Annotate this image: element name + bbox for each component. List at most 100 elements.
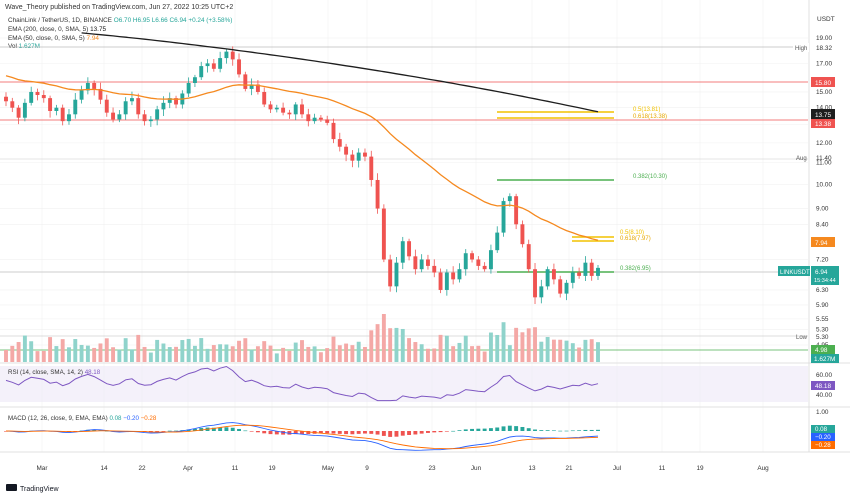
candle-body [92, 83, 97, 89]
volume-bar [444, 335, 449, 362]
candle-body [551, 269, 556, 280]
macd-hist-bar [533, 429, 537, 431]
macd-hist-bar [356, 431, 361, 434]
low-badge: Low 5.30 [796, 334, 829, 341]
candles [4, 46, 600, 305]
svg-text:High: High [795, 46, 807, 52]
candle-body [558, 279, 563, 294]
macd-hist-bar [539, 430, 544, 431]
candle-body [400, 241, 405, 263]
macd-hist-bar [281, 431, 286, 435]
svg-text:15.80: 15.80 [815, 80, 831, 87]
volume-bar [325, 348, 330, 362]
candle-body [16, 107, 21, 118]
svg-text:13.75: 13.75 [815, 112, 831, 119]
macd-hist-bar [249, 431, 254, 432]
volume-bar [130, 349, 134, 362]
candle-body [482, 265, 487, 270]
candle-body [426, 259, 430, 266]
volume-bar [539, 341, 544, 362]
volume-bars [4, 314, 600, 362]
price-tick-label: 17.00 [816, 60, 832, 67]
macd-hist-bar [243, 430, 248, 432]
volume-bar [318, 352, 323, 362]
volume-bar [268, 345, 273, 362]
ema200-legend: EMA (200, close, 0, SMA, 5) 13.75 [8, 26, 107, 33]
candle-body [394, 262, 399, 287]
candle-body [470, 253, 474, 260]
price-tick-label: 7.20 [816, 256, 829, 263]
time-tick-label: 23 [428, 465, 436, 472]
price-tick-label: 11.00 [816, 160, 832, 167]
candle-body [545, 269, 550, 287]
candle-body [381, 208, 386, 260]
volume-bar [237, 340, 241, 362]
candle-body [224, 51, 229, 59]
volume-bar [85, 345, 90, 362]
volume-bar [356, 341, 361, 362]
volume-bar [388, 328, 393, 362]
candle-body [205, 63, 210, 67]
macd-hist-bar [381, 431, 386, 436]
volume-bar [501, 322, 506, 362]
macd-hist-bar [495, 427, 500, 431]
red-level-badge: 15.80 [811, 77, 835, 87]
time-tick-label: 13 [528, 465, 536, 472]
macd-hist-bar [596, 429, 600, 431]
candle-body [476, 259, 481, 266]
candle-body [67, 114, 71, 122]
time-tick-label: 11 [232, 465, 239, 472]
macd-hist-bar [583, 429, 588, 431]
macd-badge-3 [811, 441, 835, 449]
candle-body [230, 51, 235, 60]
macd-hist-bar [488, 428, 493, 431]
macd-hist-bar [218, 427, 223, 431]
macd-hist-bar [300, 431, 304, 435]
candle-body [589, 262, 594, 276]
candle-body [300, 104, 304, 115]
ema50-line [5, 75, 599, 241]
candle-body [60, 107, 65, 122]
volume-bar [363, 346, 367, 362]
svg-text:13.38: 13.38 [815, 121, 831, 128]
rsi-value-badge-text: 48.18 [815, 383, 831, 390]
volume-bar [463, 335, 468, 362]
svg-text:15:34:44: 15:34:44 [814, 278, 836, 284]
macd-hist-bar [564, 430, 569, 432]
macd-hist-bar [363, 431, 367, 434]
candle-body [41, 95, 46, 99]
candle-body [174, 98, 178, 105]
price-tick-label: 10.00 [816, 181, 832, 188]
ema200-line [81, 32, 599, 113]
volume-bar [287, 350, 292, 362]
candle-body [237, 59, 241, 75]
volume-bar [54, 346, 59, 362]
macd-hist-bar [558, 430, 563, 432]
macd-hist-bar [501, 426, 506, 431]
time-axis[interactable]: Mar 14 22 Apr 11 19 May 9 23 Jun 13 21 Jul 11 19 Aug [36, 465, 769, 472]
volume-bar [488, 332, 493, 362]
macd-hist-bar [407, 431, 412, 435]
candle-body [167, 98, 172, 103]
volume-bar [111, 347, 116, 362]
volume-bar [407, 338, 412, 362]
volume-bar [526, 328, 531, 362]
time-tick-label: 11 [659, 465, 666, 472]
volume-bar [199, 338, 204, 362]
volume-bar [589, 339, 594, 362]
volume-bar [79, 344, 84, 362]
candle-body [337, 139, 342, 147]
volume-bar [104, 338, 109, 362]
macd-hist-bar [255, 431, 260, 433]
volume-bar [155, 339, 160, 362]
svg-text:Aug: Aug [796, 156, 807, 162]
volume-bar [281, 347, 286, 362]
high-badge: High 18.32 [793, 43, 832, 52]
candle-body [407, 241, 412, 257]
svg-text:7.94: 7.94 [815, 240, 828, 247]
volume-bar [262, 341, 267, 362]
volume-bar [211, 345, 216, 362]
fib-618-badge: 13.38 [811, 119, 835, 128]
volume-bar [570, 343, 575, 362]
